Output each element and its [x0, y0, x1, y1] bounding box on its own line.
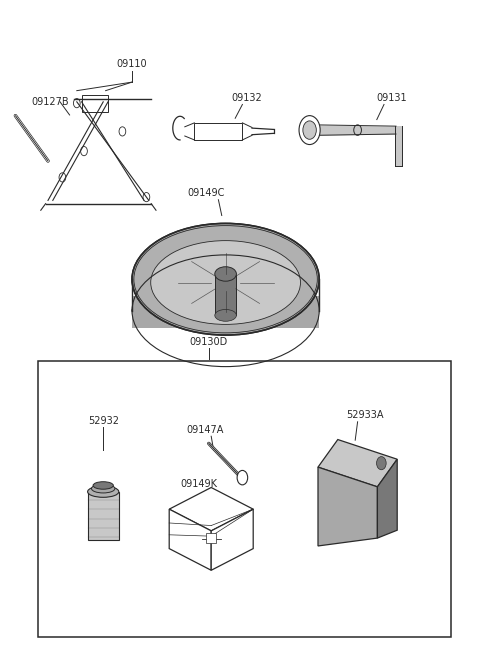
- Text: 52932: 52932: [88, 416, 119, 426]
- Text: 09132: 09132: [232, 93, 263, 103]
- Circle shape: [376, 457, 386, 470]
- Text: 52933A: 52933A: [346, 411, 384, 420]
- Polygon shape: [318, 440, 397, 487]
- Polygon shape: [211, 509, 253, 570]
- Circle shape: [303, 121, 316, 139]
- Circle shape: [237, 470, 248, 485]
- Ellipse shape: [151, 240, 300, 325]
- Polygon shape: [377, 459, 397, 538]
- Text: 09130D: 09130D: [190, 337, 228, 347]
- Ellipse shape: [215, 267, 236, 281]
- Ellipse shape: [87, 486, 119, 497]
- Text: 09149C: 09149C: [188, 189, 225, 198]
- Ellipse shape: [93, 482, 113, 489]
- Text: 09110: 09110: [117, 59, 147, 69]
- Ellipse shape: [132, 298, 319, 323]
- Text: 09127B: 09127B: [31, 97, 69, 107]
- FancyBboxPatch shape: [87, 491, 119, 540]
- Polygon shape: [169, 509, 211, 570]
- Text: 09147A: 09147A: [187, 425, 224, 435]
- Polygon shape: [318, 467, 377, 546]
- Ellipse shape: [92, 484, 115, 493]
- Polygon shape: [169, 487, 253, 531]
- FancyBboxPatch shape: [194, 123, 242, 140]
- FancyBboxPatch shape: [206, 533, 216, 543]
- Text: 09149K: 09149K: [180, 479, 218, 489]
- FancyBboxPatch shape: [82, 95, 108, 112]
- Ellipse shape: [132, 223, 319, 335]
- Polygon shape: [132, 296, 319, 328]
- Circle shape: [299, 116, 320, 145]
- Ellipse shape: [134, 225, 317, 333]
- Polygon shape: [215, 275, 236, 315]
- Ellipse shape: [215, 309, 236, 321]
- Text: 09131: 09131: [376, 93, 407, 103]
